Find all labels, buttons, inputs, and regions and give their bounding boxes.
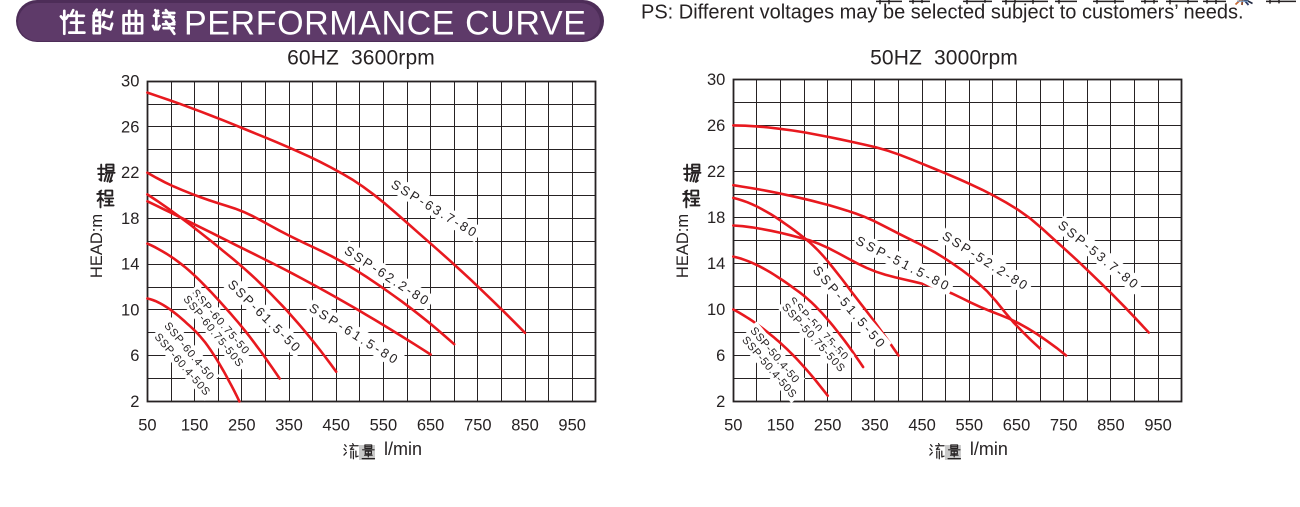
svg-text:650: 650 [1003, 417, 1031, 435]
svg-text:450: 450 [322, 417, 350, 435]
svg-text:PERFORMANCE CURVE: PERFORMANCE CURVE [184, 5, 587, 43]
svg-text:950: 950 [1144, 417, 1172, 435]
svg-text:18: 18 [121, 210, 139, 228]
svg-text:50: 50 [138, 417, 156, 435]
svg-text:22: 22 [707, 163, 725, 181]
svg-text:10: 10 [121, 301, 139, 319]
svg-text:650: 650 [417, 417, 445, 435]
svg-text:26: 26 [121, 118, 139, 136]
svg-text:14: 14 [707, 255, 725, 273]
svg-text:350: 350 [861, 417, 889, 435]
svg-text:250: 250 [814, 417, 842, 435]
svg-text:HEAD:m: HEAD:m [674, 214, 692, 278]
svg-text:150: 150 [767, 417, 795, 435]
svg-text:l/min: l/min [384, 439, 422, 459]
svg-text:50HZ 3000rpm: 50HZ 3000rpm [870, 47, 1018, 70]
svg-text:18: 18 [707, 209, 725, 227]
svg-text:6: 6 [716, 347, 725, 365]
svg-text:850: 850 [1097, 417, 1125, 435]
svg-text:26: 26 [707, 117, 725, 135]
svg-text:750: 750 [1050, 417, 1078, 435]
svg-text:2: 2 [716, 393, 725, 411]
svg-text:150: 150 [181, 417, 209, 435]
svg-text:350: 350 [275, 417, 303, 435]
svg-text:HEAD:m: HEAD:m [88, 214, 106, 278]
svg-text:10: 10 [707, 301, 725, 319]
svg-text:6: 6 [130, 347, 139, 365]
svg-text:850: 850 [511, 417, 539, 435]
svg-text:2: 2 [130, 393, 139, 411]
svg-text:14: 14 [121, 256, 139, 274]
svg-text:l/min: l/min [970, 439, 1008, 459]
svg-text:950: 950 [558, 417, 586, 435]
svg-text:60HZ 3600rpm: 60HZ 3600rpm [287, 47, 435, 70]
svg-text:50: 50 [724, 417, 742, 435]
svg-text:PS: Different voltages may be: PS: Different voltages may be selected s… [641, 2, 1244, 24]
svg-text:450: 450 [908, 417, 936, 435]
svg-text:SSP-61.5-80: SSP-61.5-80 [306, 300, 402, 368]
svg-text:22: 22 [121, 164, 139, 182]
svg-text:550: 550 [956, 417, 984, 435]
svg-text:550: 550 [370, 417, 398, 435]
svg-text:SSP-62.2-80: SSP-62.2-80 [342, 243, 433, 309]
svg-text:30: 30 [707, 71, 725, 89]
svg-text:250: 250 [228, 417, 256, 435]
svg-text:30: 30 [121, 73, 139, 91]
svg-text:750: 750 [464, 417, 492, 435]
svg-text:SSP-63.7-80: SSP-63.7-80 [389, 176, 482, 240]
